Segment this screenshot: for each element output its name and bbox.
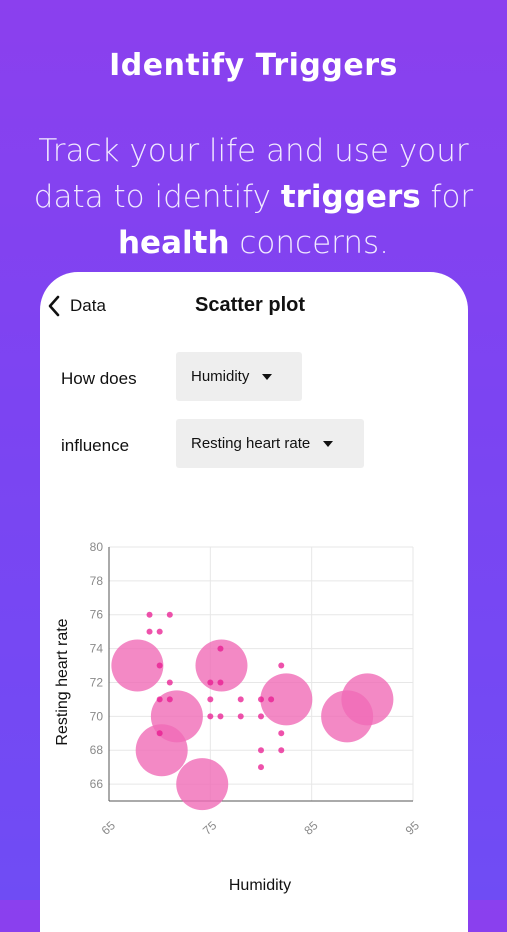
data-point	[217, 679, 224, 686]
data-point	[166, 611, 173, 618]
hero-subtitle-part: concerns.	[229, 225, 389, 261]
scatter-chart: 66 68 70 72 74 76 78 80 65 75 85 95 Humidity Resting …	[54, 540, 423, 894]
y-axis-label: Resting heart rate	[54, 618, 71, 745]
hero-subtitle-part: Track your life and use your data to ide…	[33, 133, 469, 215]
data-bubble	[135, 724, 188, 777]
data-point	[146, 628, 153, 635]
x-axis-label: Humidity	[229, 877, 291, 894]
hero-subtitle-emphasis: health	[117, 225, 230, 261]
data-point	[278, 730, 285, 737]
data-bubble	[341, 673, 394, 726]
y-tick-label: 80	[90, 540, 104, 554]
data-bubble	[176, 758, 229, 811]
data-point	[237, 696, 244, 703]
data-point	[207, 696, 214, 703]
data-point	[166, 696, 173, 703]
data-point	[258, 713, 264, 720]
factor-select-value: Humidity	[191, 368, 250, 385]
chevron-left-icon	[48, 295, 60, 317]
data-point	[258, 747, 264, 754]
metric-select-value: Resting heart rate	[191, 435, 311, 452]
data-point	[258, 696, 264, 703]
influence-label: influence	[61, 436, 130, 455]
data-bubble	[111, 639, 164, 692]
x-tick-label: 85	[301, 818, 321, 838]
hero-title: Identify Triggers	[109, 48, 398, 83]
data-point	[146, 611, 153, 618]
x-tick-label: 95	[403, 818, 423, 838]
page-title: Scatter plot	[194, 294, 306, 316]
y-tick-label: 66	[90, 777, 104, 791]
data-point	[156, 696, 163, 703]
y-tick-label: 74	[90, 642, 104, 656]
caret-down-icon	[262, 373, 273, 380]
data-bubble	[260, 673, 313, 726]
data-point	[217, 645, 224, 652]
y-tick-label: 76	[90, 608, 104, 622]
data-bubble	[195, 639, 248, 692]
data-point	[278, 662, 285, 669]
data-point	[156, 730, 163, 737]
data-point	[166, 679, 173, 686]
hero-subtitle-emphasis: triggers	[280, 179, 421, 215]
data-point	[278, 747, 285, 754]
y-tick-label: 72	[90, 675, 104, 689]
back-label: Data	[70, 296, 106, 315]
x-tick-label: 75	[200, 818, 220, 838]
hero-subtitle-part: for	[420, 179, 474, 215]
data-point	[268, 696, 275, 703]
data-point	[207, 679, 214, 686]
data-point	[156, 628, 163, 635]
caret-down-icon	[323, 440, 334, 447]
back-button[interactable]: Data	[48, 294, 106, 318]
y-tick-label: 68	[90, 743, 104, 757]
y-tick-label: 78	[90, 574, 104, 588]
y-tick-label: 70	[90, 709, 104, 723]
data-point	[207, 713, 214, 720]
x-tick-label: 65	[99, 818, 119, 838]
how-does-label: How does	[61, 369, 137, 388]
data-point	[258, 764, 264, 771]
hero-subtitle: Track your life and use your data to ide…	[0, 128, 507, 266]
data-point	[217, 713, 224, 720]
data-point	[156, 662, 163, 669]
phone-screen: Data Scatter plot How does Humidity infl…	[40, 272, 468, 932]
metric-select[interactable]: Resting heart rate	[176, 419, 364, 468]
data-point	[237, 713, 244, 720]
factor-select[interactable]: Humidity	[176, 352, 302, 401]
